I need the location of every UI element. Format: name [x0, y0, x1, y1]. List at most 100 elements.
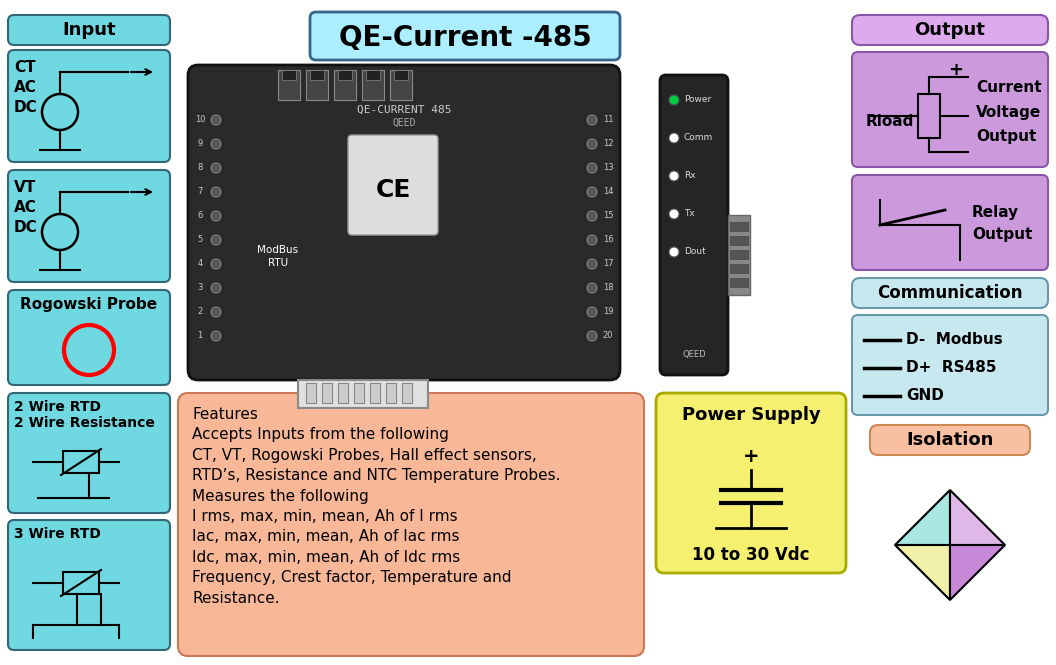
Text: CT: CT: [14, 61, 36, 76]
Text: 5: 5: [197, 235, 203, 245]
Polygon shape: [950, 490, 1005, 545]
Circle shape: [587, 331, 597, 341]
Text: 20: 20: [603, 331, 614, 340]
Bar: [306, 70, 328, 100]
Text: D-  Modbus: D- Modbus: [906, 332, 1003, 348]
Text: Features
Accepts Inputs from the following
CT, VT, Rogowski Probes, Hall effect : Features Accepts Inputs from the followi…: [192, 407, 561, 606]
Bar: [730, 278, 748, 287]
Text: 3 Wire RTD: 3 Wire RTD: [14, 527, 101, 541]
Text: AC: AC: [14, 80, 37, 96]
Text: Comm: Comm: [684, 134, 713, 142]
Bar: [306, 383, 316, 403]
FancyBboxPatch shape: [870, 425, 1030, 455]
Text: 14: 14: [603, 188, 614, 196]
FancyBboxPatch shape: [348, 135, 438, 235]
Text: Tx: Tx: [684, 209, 695, 219]
FancyBboxPatch shape: [8, 393, 170, 513]
Bar: [386, 383, 396, 403]
FancyBboxPatch shape: [8, 50, 170, 162]
Text: 17: 17: [603, 259, 614, 269]
Text: 12: 12: [603, 140, 614, 148]
Text: 7: 7: [197, 188, 203, 196]
Text: 2 Wire RTD: 2 Wire RTD: [14, 400, 101, 414]
Circle shape: [211, 235, 221, 245]
Text: 11: 11: [603, 116, 614, 124]
Bar: [394, 70, 408, 80]
Circle shape: [211, 163, 221, 173]
FancyBboxPatch shape: [660, 75, 728, 375]
Text: 8: 8: [197, 164, 203, 172]
Bar: [730, 236, 748, 245]
Circle shape: [211, 283, 221, 293]
Polygon shape: [895, 545, 950, 600]
Bar: [310, 70, 324, 80]
Text: +: +: [742, 446, 759, 466]
FancyBboxPatch shape: [656, 393, 846, 573]
Bar: [338, 383, 348, 403]
Circle shape: [587, 115, 597, 125]
Text: 10: 10: [194, 116, 205, 124]
Circle shape: [587, 211, 597, 221]
Text: 10 to 30 Vdc: 10 to 30 Vdc: [693, 546, 810, 564]
Circle shape: [587, 283, 597, 293]
Circle shape: [211, 139, 221, 149]
Text: Power Supply: Power Supply: [681, 406, 821, 424]
Bar: [338, 70, 352, 80]
Text: 16: 16: [603, 235, 614, 245]
FancyBboxPatch shape: [310, 12, 620, 60]
Bar: [366, 70, 380, 80]
Text: Output: Output: [972, 227, 1033, 243]
Text: 19: 19: [603, 307, 614, 317]
Bar: [282, 70, 296, 80]
Text: +: +: [948, 61, 963, 79]
Bar: [728, 215, 750, 295]
Text: Input: Input: [62, 21, 116, 39]
Text: 2: 2: [197, 307, 203, 317]
Bar: [334, 70, 356, 100]
Bar: [730, 264, 748, 273]
FancyBboxPatch shape: [8, 290, 170, 385]
Text: Relay: Relay: [972, 205, 1019, 221]
Circle shape: [211, 259, 221, 269]
Bar: [278, 70, 300, 100]
Bar: [362, 70, 384, 100]
Text: 4: 4: [197, 259, 203, 269]
Circle shape: [587, 139, 597, 149]
Bar: [730, 222, 748, 231]
Bar: [402, 383, 412, 403]
Text: QEED: QEED: [682, 350, 705, 360]
FancyBboxPatch shape: [8, 170, 170, 282]
Circle shape: [587, 259, 597, 269]
Circle shape: [587, 307, 597, 317]
Text: Rogowski Probe: Rogowski Probe: [20, 297, 157, 311]
Bar: [63, 451, 99, 473]
Bar: [178, 408, 630, 420]
Text: Voltage: Voltage: [976, 104, 1041, 120]
Text: Isolation: Isolation: [906, 431, 994, 449]
Circle shape: [211, 331, 221, 341]
Text: Output: Output: [914, 21, 985, 39]
Text: DC: DC: [14, 100, 38, 116]
Circle shape: [587, 187, 597, 197]
Text: 13: 13: [603, 164, 614, 172]
FancyBboxPatch shape: [852, 52, 1048, 167]
Circle shape: [211, 211, 221, 221]
FancyBboxPatch shape: [8, 15, 170, 45]
Circle shape: [211, 307, 221, 317]
Text: Dout: Dout: [684, 247, 705, 257]
Bar: [390, 70, 412, 100]
Text: Rx: Rx: [684, 172, 696, 180]
FancyBboxPatch shape: [852, 315, 1048, 415]
Bar: [918, 94, 940, 138]
Text: 6: 6: [197, 211, 203, 221]
Polygon shape: [950, 545, 1005, 600]
Text: DC: DC: [14, 221, 38, 235]
FancyBboxPatch shape: [188, 65, 620, 380]
Bar: [730, 250, 748, 259]
Text: AC: AC: [14, 201, 37, 215]
Text: RTU: RTU: [268, 258, 288, 268]
FancyBboxPatch shape: [178, 393, 644, 656]
Text: 18: 18: [603, 283, 614, 293]
Polygon shape: [895, 490, 950, 545]
FancyBboxPatch shape: [852, 278, 1048, 308]
